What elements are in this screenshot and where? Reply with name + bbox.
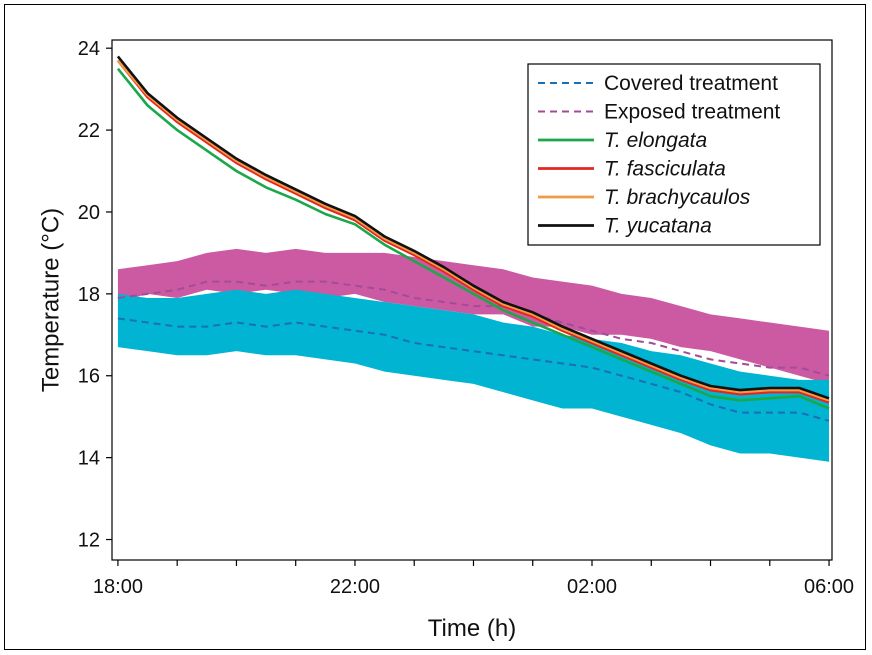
y-tick-label: 16 xyxy=(78,366,100,388)
legend-label: Exposed treatment xyxy=(604,101,780,124)
series-line-covered-treatment xyxy=(117,317,830,422)
plot-area-border xyxy=(111,39,833,561)
legend-label: T. brachycaulos xyxy=(604,186,751,209)
series-lines xyxy=(116,55,830,422)
y-tick-label: 12 xyxy=(78,530,100,552)
y-tick-label: 14 xyxy=(78,448,100,470)
x-axis-title: Time (h) xyxy=(428,615,516,642)
series-line-exposed-treatment xyxy=(117,280,830,377)
legend-label: T. fasciculata xyxy=(604,158,726,181)
x-axis-ticks: 18:00 22:00 02:00 06:00 xyxy=(93,560,854,598)
legend-label: Covered treatment xyxy=(604,72,778,95)
series-line-t-yucatana xyxy=(116,55,830,400)
legend-label: T. elongata xyxy=(604,129,707,152)
x-tick-label: 18:00 xyxy=(93,576,143,598)
series-line-t-fasciculata xyxy=(116,59,830,404)
legend: Covered treatment Exposed treatment T. elo… xyxy=(527,63,821,246)
y-tick-label: 18 xyxy=(78,284,100,306)
series-line-t-brachycaulos xyxy=(116,59,830,402)
y-axis-title: Temperature (°C) xyxy=(37,208,64,392)
figure-frame xyxy=(4,4,866,650)
x-tick-label: 02:00 xyxy=(567,576,617,598)
y-axis-ticks: 12 14 16 18 20 22 24 xyxy=(78,38,112,552)
x-tick-label: 06:00 xyxy=(804,576,854,598)
band-covered-treatment xyxy=(117,289,830,462)
y-tick-label: 22 xyxy=(78,120,100,142)
y-tick-label: 24 xyxy=(78,38,100,60)
legend-label: T. yucatana xyxy=(604,215,712,238)
x-tick-label: 22:00 xyxy=(330,576,380,598)
series-line-t-elongata xyxy=(116,67,830,410)
y-tick-label: 20 xyxy=(78,202,100,224)
legend-box xyxy=(527,63,821,246)
